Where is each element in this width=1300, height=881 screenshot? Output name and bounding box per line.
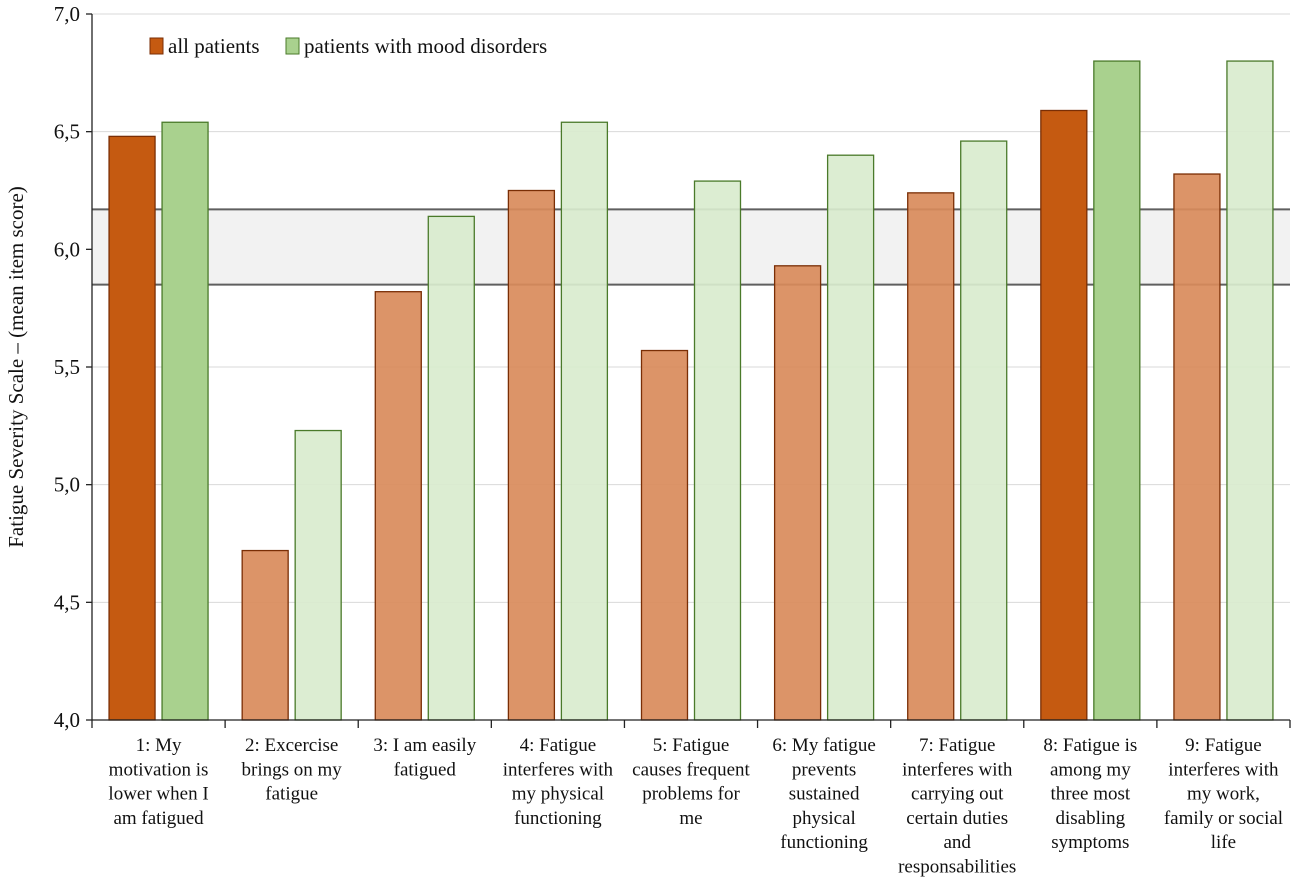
x-category-label-line: functioning [780,832,868,853]
y-tick-label: 6,0 [54,237,80,261]
legend-swatch-all-patients [149,37,164,55]
x-category-label-line: 5: Fatigue [653,735,730,756]
x-category-label: 8: Fatigue is among my three most disabling… [1043,735,1137,853]
x-category-label-line: prevents [792,759,856,780]
x-category-label-line: life [1211,832,1236,853]
bar-all-patients [1173,173,1221,721]
bar-all-patients [1040,109,1088,721]
y-axis-label: Fatigue Severity Scale – (mean item scor… [4,186,28,548]
x-category-label-line: 4: Fatigue [520,735,597,756]
legend-swatch-mood-disorders [285,37,300,55]
y-tick-labels: 4,0 4,5 5,0 5,5 6,0 6,5 7,0 [54,2,80,732]
reference-band [92,208,1290,286]
bar-mood-disorders [294,429,342,721]
x-category-label-line: interferes with [503,759,614,780]
bar-all-patients [907,192,955,721]
bars [108,60,1274,721]
bar-all-patients [773,265,822,721]
x-category-label-line: brings on my [242,759,343,780]
bar-mood-disorders [161,121,209,721]
x-category-label: 2: Excercise brings on my fatigue [242,735,343,805]
x-category-label-line: fatigued [394,759,457,780]
bar-mood-disorders [427,215,475,721]
legend-label-all-patients: all patients [168,34,260,58]
reference-band-fill [92,209,1290,285]
x-category-label: 5: Fatigue causes frequent problems for me [632,735,750,829]
x-category-label-line: symptoms [1051,832,1129,853]
bar-mood-disorders [960,140,1008,721]
x-category-label-line: am fatigued [113,808,204,829]
x-category-label-line: physical [792,808,855,829]
x-category-label-line: carrying out [911,784,1004,805]
x-category-label-line: me [679,808,702,829]
x-category-label: 3: I am easily fatigued [373,735,476,780]
bar-mood-disorders [1093,60,1141,721]
y-tick-label: 5,5 [54,355,80,379]
x-category-label-line: 8: Fatigue is [1043,735,1137,756]
legend-label-mood-disorders: patients with mood disorders [304,34,547,58]
x-category-label-line: responsabilities [898,857,1016,878]
x-category-label-line: 7: Fatigue [919,735,996,756]
bar-mood-disorders [560,121,609,721]
y-tick-label: 4,5 [54,590,80,614]
bar-mood-disorders [1226,60,1274,721]
x-category-label-line: lower when I [108,784,208,805]
y-tick-label: 5,0 [54,473,80,497]
bar-all-patients [108,135,156,721]
x-category-label-line: disabling [1055,808,1125,829]
x-category-labels: 1: My motivation is lower when I am fatigue… [108,735,1283,878]
x-category-label-line: interferes with [1168,759,1279,780]
x-category-label-line: my work, [1187,784,1260,805]
x-category-label-line: my physical [512,784,604,805]
x-category-label-line: sustained [789,784,860,805]
bar-all-patients [241,549,289,721]
x-category-label: 6: My fatigue prevents sustained physical fu… [772,735,875,853]
x-category-label-line: 2: Excercise [245,735,338,756]
x-category-label-line: and [944,832,972,853]
x-category-label-line: motivation is [109,759,209,780]
bar-all-patients [640,349,689,721]
x-category-label-line: 3: I am easily [373,735,476,756]
x-category-label-line: 1: My [136,735,182,756]
bar-all-patients [374,291,422,721]
axes [86,13,1291,728]
x-category-label-line: among my [1050,759,1131,780]
bar-mood-disorders [826,154,875,721]
x-category-label: 9: Fatigue interferes with my work, family … [1164,735,1283,853]
x-category-label: 1: My motivation is lower when I am fatigue… [108,735,208,829]
x-category-label-line: causes frequent [632,759,750,780]
x-category-label-line: certain duties [906,808,1008,829]
x-category-label: 7: Fatigue interferes with carrying out cer… [898,735,1016,878]
y-tick-label: 6,5 [54,120,80,144]
x-category-label-line: fatigue [265,784,318,805]
x-category-label: 4: Fatigue interferes with my physical func… [503,735,614,829]
x-category-label-line: 9: Fatigue [1185,735,1262,756]
x-category-label-line: three most [1050,784,1130,805]
x-category-label-line: interferes with [902,759,1013,780]
x-category-label-line: problems for [642,784,740,805]
bar-all-patients [507,189,556,721]
bar-mood-disorders [693,180,742,721]
y-tick-label: 4,0 [54,708,80,732]
y-tick-label: 7,0 [54,2,80,26]
x-category-label-line: family or social [1164,808,1283,829]
x-category-label-line: functioning [514,808,602,829]
x-category-label-line: 6: My fatigue [772,735,875,756]
legend: all patients patients with mood disorder… [149,34,547,58]
